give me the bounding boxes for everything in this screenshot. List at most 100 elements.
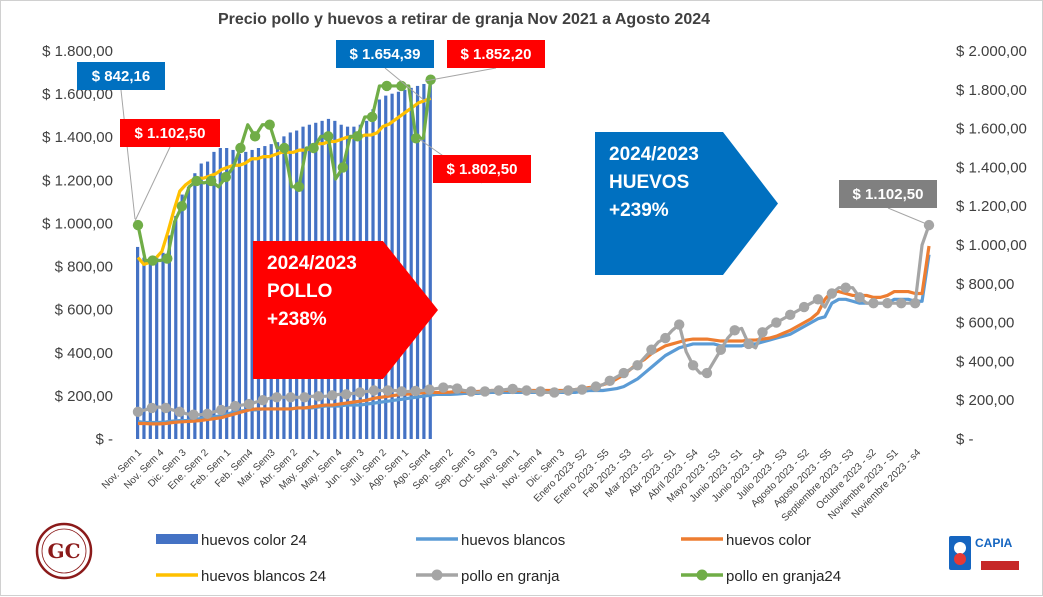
legend-label-huevos-blancos-24: huevos blancos 24	[201, 568, 326, 585]
gc-logo-letters: GC	[48, 539, 81, 563]
right-axis-tick-label: $ 1.200,00	[956, 198, 1027, 215]
point-pollo-en-granja	[299, 392, 310, 403]
point-pollo-en-granja	[798, 301, 810, 313]
point-pollo-en-granja	[382, 385, 393, 396]
bar-huevos-color-24	[205, 161, 210, 439]
right-axis-tick-label: $ 1.400,00	[956, 159, 1027, 176]
legend-marker-pollo-en-granja24	[696, 569, 708, 581]
bar-huevos-color-24	[199, 163, 203, 439]
annotation-box	[839, 180, 937, 208]
point-pollo-en-granja24	[293, 181, 305, 192]
point-pollo-en-granja	[493, 385, 505, 396]
point-pollo-en-granja	[438, 382, 449, 393]
point-pollo-en-granja	[674, 319, 685, 330]
annotation-label: $ 842,16	[92, 68, 150, 85]
point-pollo-en-granja	[202, 408, 213, 419]
annotation-label: $ 1.102,50	[135, 125, 206, 142]
left-axis-tick-label: $ 400,00	[55, 345, 113, 362]
bar-huevos-color-24	[409, 87, 413, 440]
bar-huevos-color-24	[142, 257, 146, 439]
point-pollo-en-granja	[285, 392, 296, 403]
point-pollo-en-granja	[715, 344, 727, 355]
point-pollo-en-granja24	[279, 142, 290, 154]
point-pollo-en-granja	[521, 385, 532, 396]
bar-huevos-color-24	[174, 215, 178, 439]
annotation-box	[433, 155, 531, 183]
annotation-leader	[424, 67, 497, 82]
point-pollo-en-granja	[660, 332, 671, 344]
left-axis-tick-label: $ 200,00	[55, 388, 113, 405]
callout-pollo-shape	[253, 241, 438, 379]
callout-pollo-text: 2024/2023	[267, 253, 357, 274]
point-pollo-en-granja	[757, 327, 768, 338]
left-y-axis: $ - $ 200,00 $ 400,00 $ 600,00 $ 800,00 $ 1.0…	[42, 43, 113, 448]
point-pollo-en-granja	[604, 375, 616, 386]
right-axis-tick-label: $ 1.600,00	[956, 121, 1027, 138]
callout-huevos-text: HUEVOS	[609, 172, 689, 193]
bar-huevos-color-24	[415, 85, 420, 440]
point-pollo-en-granja	[576, 384, 588, 395]
gc-logo: GC	[35, 522, 93, 580]
bar-huevos-color-24	[237, 153, 241, 439]
bar-huevos-color-24	[250, 149, 254, 439]
point-pollo-en-granja24	[191, 175, 202, 187]
legend: huevos color 24 huevos blancos huevos colo…	[156, 532, 841, 585]
right-axis-tick-label: $ 2.000,00	[956, 43, 1027, 60]
bar-huevos-color-24	[403, 89, 407, 440]
point-pollo-en-granja	[701, 367, 713, 379]
point-pollo-en-granja24	[308, 142, 319, 154]
bar-huevos-color-24	[231, 149, 235, 439]
point-pollo-en-granja24	[176, 201, 188, 212]
point-pollo-en-granja24	[396, 80, 407, 92]
right-axis-tick-label: $ -	[956, 431, 974, 448]
left-axis-tick-label: $ 1.000,00	[42, 215, 113, 232]
point-pollo-en-granja	[465, 386, 477, 397]
left-axis-tick-label: $ 800,00	[55, 259, 113, 276]
point-pollo-en-granja	[479, 386, 491, 397]
right-axis-tick-label: $ 800,00	[956, 276, 1014, 293]
point-pollo-en-granja	[146, 402, 158, 414]
point-pollo-en-granja24	[235, 142, 246, 154]
legend-label-huevos-blancos: huevos blancos	[461, 532, 565, 549]
point-pollo-en-granja	[854, 292, 865, 303]
line-series-group	[132, 74, 935, 426]
point-pollo-en-granja24	[162, 253, 173, 264]
point-pollo-en-granja	[507, 383, 518, 395]
right-y-axis: $ - $ 200,00 $ 400,00 $ 600,00 $ 800,00 $ 1.0…	[956, 43, 1027, 448]
point-pollo-en-granja	[216, 404, 227, 416]
bar-huevos-color-24	[136, 246, 140, 439]
point-pollo-en-granja	[840, 282, 851, 293]
line-pollo-en-granja	[137, 224, 931, 417]
legend-marker-pollo-en-granja	[431, 569, 443, 581]
bar-huevos-color-24	[225, 148, 229, 439]
point-pollo-en-granja24	[264, 119, 275, 130]
callout-huevos-text: 2024/2023	[609, 144, 699, 165]
point-pollo-en-granja	[160, 402, 171, 414]
point-pollo-en-granja	[632, 360, 643, 371]
point-pollo-en-granja	[826, 288, 838, 299]
point-pollo-en-granja	[743, 338, 754, 350]
left-axis-tick-label: $ 1.400,00	[42, 129, 113, 146]
chart-title: Precio pollo y huevos a retirar de granj…	[218, 11, 710, 28]
callout-group: 2024/2023 POLLO +238% 2024/2023 HUEVOS +239%	[253, 132, 778, 379]
point-pollo-en-granja	[257, 395, 269, 406]
point-pollo-en-granja	[368, 385, 380, 396]
point-pollo-en-granja	[327, 390, 338, 401]
legend-label-huevos-color: huevos color	[726, 532, 811, 549]
bar-huevos-color-24	[212, 151, 216, 439]
annotation-group: $ 842,16 $ 1.102,50 $ 1.654,39 $ 1.852,20 $ …	[77, 40, 937, 226]
capia-logo: CAPIA	[949, 536, 1019, 570]
bar-huevos-color-24	[161, 252, 165, 439]
point-pollo-en-granja	[590, 381, 602, 392]
point-pollo-en-granja	[410, 385, 421, 397]
right-axis-tick-label: $ 1.000,00	[956, 237, 1027, 254]
left-axis-tick-label: $ 600,00	[55, 302, 113, 319]
point-pollo-en-granja24	[410, 133, 422, 144]
bar-huevos-color-24	[193, 173, 197, 439]
point-pollo-en-granja24	[323, 131, 334, 142]
point-pollo-en-granja	[396, 386, 407, 397]
left-axis-tick-label: $ 1.800,00	[42, 43, 113, 60]
callout-pollo-text: POLLO	[267, 281, 332, 302]
left-axis-tick-label: $ -	[95, 431, 113, 448]
